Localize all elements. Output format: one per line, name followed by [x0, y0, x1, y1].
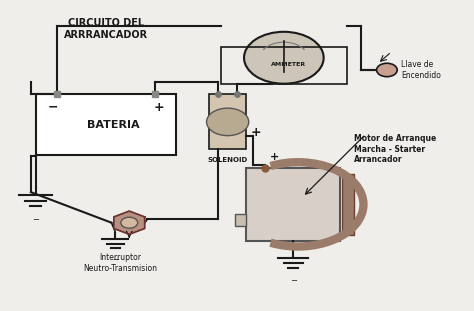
Text: −: −: [112, 255, 118, 264]
Bar: [220, 47, 347, 84]
Bar: [209, 95, 246, 149]
Text: CIRCUITO DEL
ARRRANCADOR: CIRCUITO DEL ARRRANCADOR: [64, 18, 148, 39]
Text: +: +: [251, 126, 262, 139]
Text: −: −: [32, 215, 39, 224]
Polygon shape: [114, 211, 145, 234]
Bar: [235, 214, 246, 226]
Text: −: −: [290, 276, 297, 285]
Bar: [342, 174, 354, 235]
Text: Motor de Arranque
Marcha - Starter
Arrancador: Motor de Arranque Marcha - Starter Arran…: [354, 134, 437, 164]
Text: BATERIA: BATERIA: [87, 120, 139, 130]
Text: −: −: [47, 100, 58, 114]
Circle shape: [121, 217, 137, 228]
Bar: [246, 168, 340, 241]
Circle shape: [207, 108, 249, 136]
Text: +: +: [154, 100, 164, 114]
Text: AMMETER: AMMETER: [271, 62, 306, 67]
Text: Llave de
Encendido: Llave de Encendido: [401, 60, 441, 80]
Text: +: +: [270, 151, 279, 162]
Circle shape: [377, 63, 397, 77]
Bar: [36, 95, 176, 156]
Text: Interruptor
Neutro-Transmision: Interruptor Neutro-Transmision: [83, 253, 157, 273]
Circle shape: [244, 32, 324, 84]
Text: SOLENOID: SOLENOID: [208, 157, 248, 163]
